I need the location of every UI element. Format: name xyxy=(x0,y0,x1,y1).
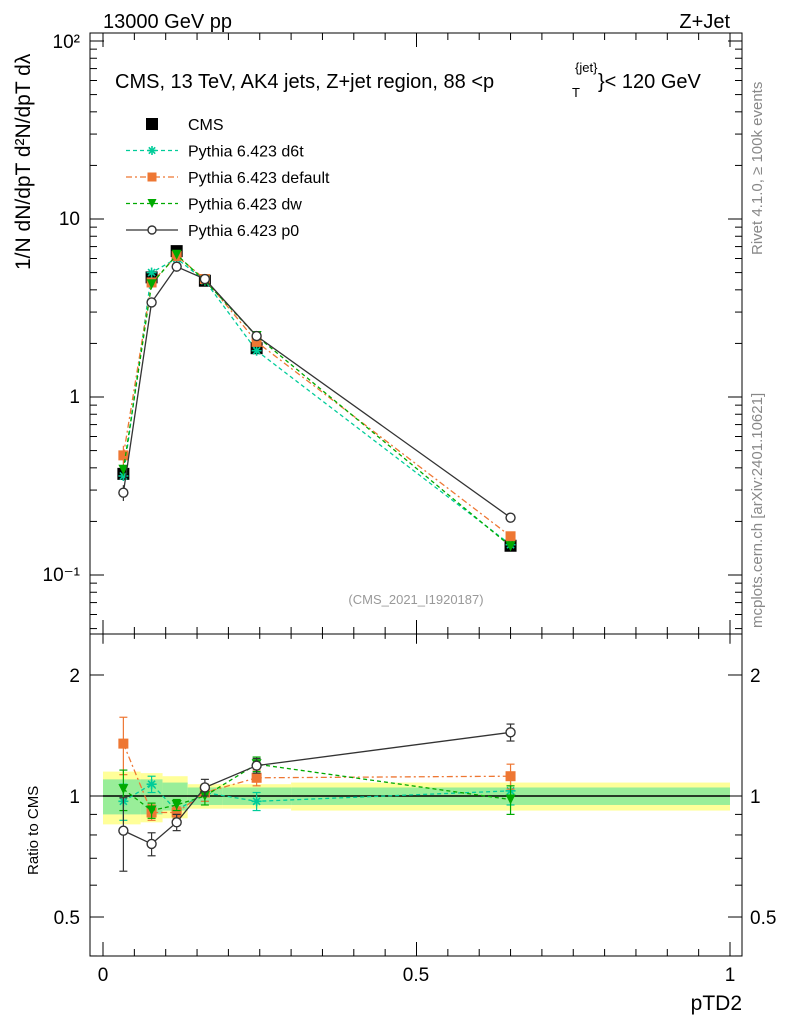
main-panel-series xyxy=(117,245,517,552)
ratio-point-pythia-6-423-dw xyxy=(171,799,182,810)
main-ylabel: 1/N dN/dpT d²N/dpT dλ xyxy=(12,53,35,270)
legend-marker-pythia-6-423-d6t-stroke xyxy=(148,146,156,155)
legend-marker-pythia-6-423-dw xyxy=(147,199,157,208)
ytick-label-0.1: 10⁻¹ xyxy=(43,565,81,586)
series-line-pythia-6-423-dw xyxy=(122,253,511,547)
series-point-pythia-6-423-default xyxy=(251,336,262,347)
ratio-ytick-label-right-0.5: 0.5 xyxy=(750,908,776,929)
ratio-point-pythia-6-423-default xyxy=(505,771,516,782)
title-subscript: T xyxy=(572,85,580,100)
axis-ticks xyxy=(90,33,742,957)
side-rivet-label: Rivet 4.1.0, ≥ 100k events xyxy=(749,82,766,255)
ratio-point-pythia-6-423-p0 xyxy=(118,825,129,836)
header-right: Z+Jet xyxy=(679,11,730,33)
ratio-line-pythia-6-423-default xyxy=(122,743,511,814)
ratio-line-pythia-6-423-dw xyxy=(122,763,511,812)
series-line-pythia-6-423-default xyxy=(122,255,511,537)
series-point-pythia-6-423-p0 xyxy=(251,330,262,342)
ratio-ytick-label-2: 2 xyxy=(69,666,80,687)
series-point-pythia-6-423-p0 xyxy=(118,487,129,498)
series-point-pythia-6-423-d6t xyxy=(251,345,262,356)
ratio-point-pythia-6-423-d6t-stroke xyxy=(147,780,156,789)
ratio-point-pythia-6-423-p0 xyxy=(251,760,262,771)
ratio-ytick-label-right-1: 1 xyxy=(750,787,761,808)
ratio-point-pythia-6-423-p0 xyxy=(505,727,516,738)
ratio-point-pythia-6-423-dw xyxy=(146,805,157,816)
legend: CMS Pythia 6.423 d6t Pythia 6.423 default P… xyxy=(126,117,330,240)
series-point-pythia-6-423-d6t-stroke xyxy=(252,346,261,355)
title-end: }< 120 GeV xyxy=(598,71,702,93)
xtick-label-1: 1 xyxy=(725,965,736,986)
ratio-line-pythia-6-423-d6t xyxy=(123,783,511,812)
ratio-point-pythia-6-423-d6t xyxy=(251,796,262,807)
legend-marker-pythia-6-423-default xyxy=(147,172,157,182)
legend-label-pythia-6-423-default: Pythia 6.423 default xyxy=(188,170,330,187)
legend-marker-pythia-6-423-d6t xyxy=(147,146,157,155)
legend-label-cms: CMS xyxy=(188,117,224,134)
header-left: 13000 GeV pp xyxy=(103,11,232,33)
xtick-labels: 0 0.5 1 xyxy=(98,965,736,986)
main-ytick-labels: 10⁻¹ 1 10 10² xyxy=(43,32,81,586)
ratio-point-pythia-6-423-dw xyxy=(505,794,516,805)
series-point-pythia-6-423-p0 xyxy=(146,297,157,308)
xtick-label-0.5: 0.5 xyxy=(403,965,429,986)
legend-marker-cms xyxy=(146,118,158,130)
ytick-label-1: 1 xyxy=(69,387,80,408)
xtick-label-0: 0 xyxy=(98,965,109,986)
ratio-panel-series xyxy=(118,716,516,872)
ratio-ytick-label-right-2: 2 xyxy=(750,666,761,687)
legend-label-pythia-6-423-p0: Pythia 6.423 p0 xyxy=(188,223,299,240)
series-line-pythia-6-423-p0 xyxy=(122,265,511,519)
series-point-pythia-6-423-p0 xyxy=(171,261,182,272)
ratio-ytick-labels: 0.5 1 2 0.5 1 2 xyxy=(54,666,777,929)
plot-title: CMS, 13 TeV, AK4 jets, Z+jet region, 88 … xyxy=(115,60,702,100)
series-point-pythia-6-423-default xyxy=(118,450,129,461)
ratio-ylabel: Ratio to CMS xyxy=(25,786,42,875)
series-point-pythia-6-423-d6t xyxy=(146,267,157,278)
series-line-pythia-6-423-d6t xyxy=(122,257,511,546)
ratio-point-pythia-6-423-p0 xyxy=(199,782,211,793)
x-axis-label: pTD2 xyxy=(691,992,742,1015)
title-main: CMS, 13 TeV, AK4 jets, Z+jet region, 88 … xyxy=(115,71,494,93)
ytick-label-100: 10² xyxy=(53,32,80,53)
ytick-label-10: 10 xyxy=(59,209,80,230)
side-site-label: mcplots.cern.ch [arXiv:2401.10621] xyxy=(749,393,766,628)
legend-label-pythia-6-423-dw: Pythia 6.423 dw xyxy=(188,197,302,214)
title-superscript: {jet} xyxy=(575,60,598,75)
series-point-pythia-6-423-default xyxy=(505,531,516,542)
series-point-pythia-6-423-dw xyxy=(118,464,129,475)
series-point-pythia-6-423-dw xyxy=(146,279,157,290)
ratio-point-pythia-6-423-p0 xyxy=(146,838,157,850)
series-point-pythia-6-423-p0 xyxy=(199,273,211,285)
legend-marker-pythia-6-423-p0 xyxy=(147,225,157,235)
series-point-pythia-6-423-d6t-stroke xyxy=(147,268,156,277)
series-point-pythia-6-423-p0 xyxy=(505,512,516,523)
ratio-point-pythia-6-423-d6t-stroke xyxy=(252,797,261,806)
ratio-point-pythia-6-423-p0 xyxy=(171,817,182,828)
ratio-point-pythia-6-423-default xyxy=(171,807,182,818)
ratio-point-pythia-6-423-d6t xyxy=(146,779,157,790)
ratio-point-pythia-6-423-default xyxy=(118,738,129,749)
series-point-pythia-6-423-dw xyxy=(505,541,516,552)
ratio-ytick-label-1: 1 xyxy=(69,787,80,808)
ratio-ytick-label-0.5: 0.5 xyxy=(54,908,80,929)
legend-label-pythia-6-423-d6t: Pythia 6.423 d6t xyxy=(188,144,304,161)
ratio-point-pythia-6-423-dw xyxy=(118,784,129,795)
ratio-point-pythia-6-423-default xyxy=(251,772,262,783)
analysis-watermark: (CMS_2021_I1920187) xyxy=(348,592,483,607)
series-point-pythia-6-423-dw xyxy=(171,249,182,260)
